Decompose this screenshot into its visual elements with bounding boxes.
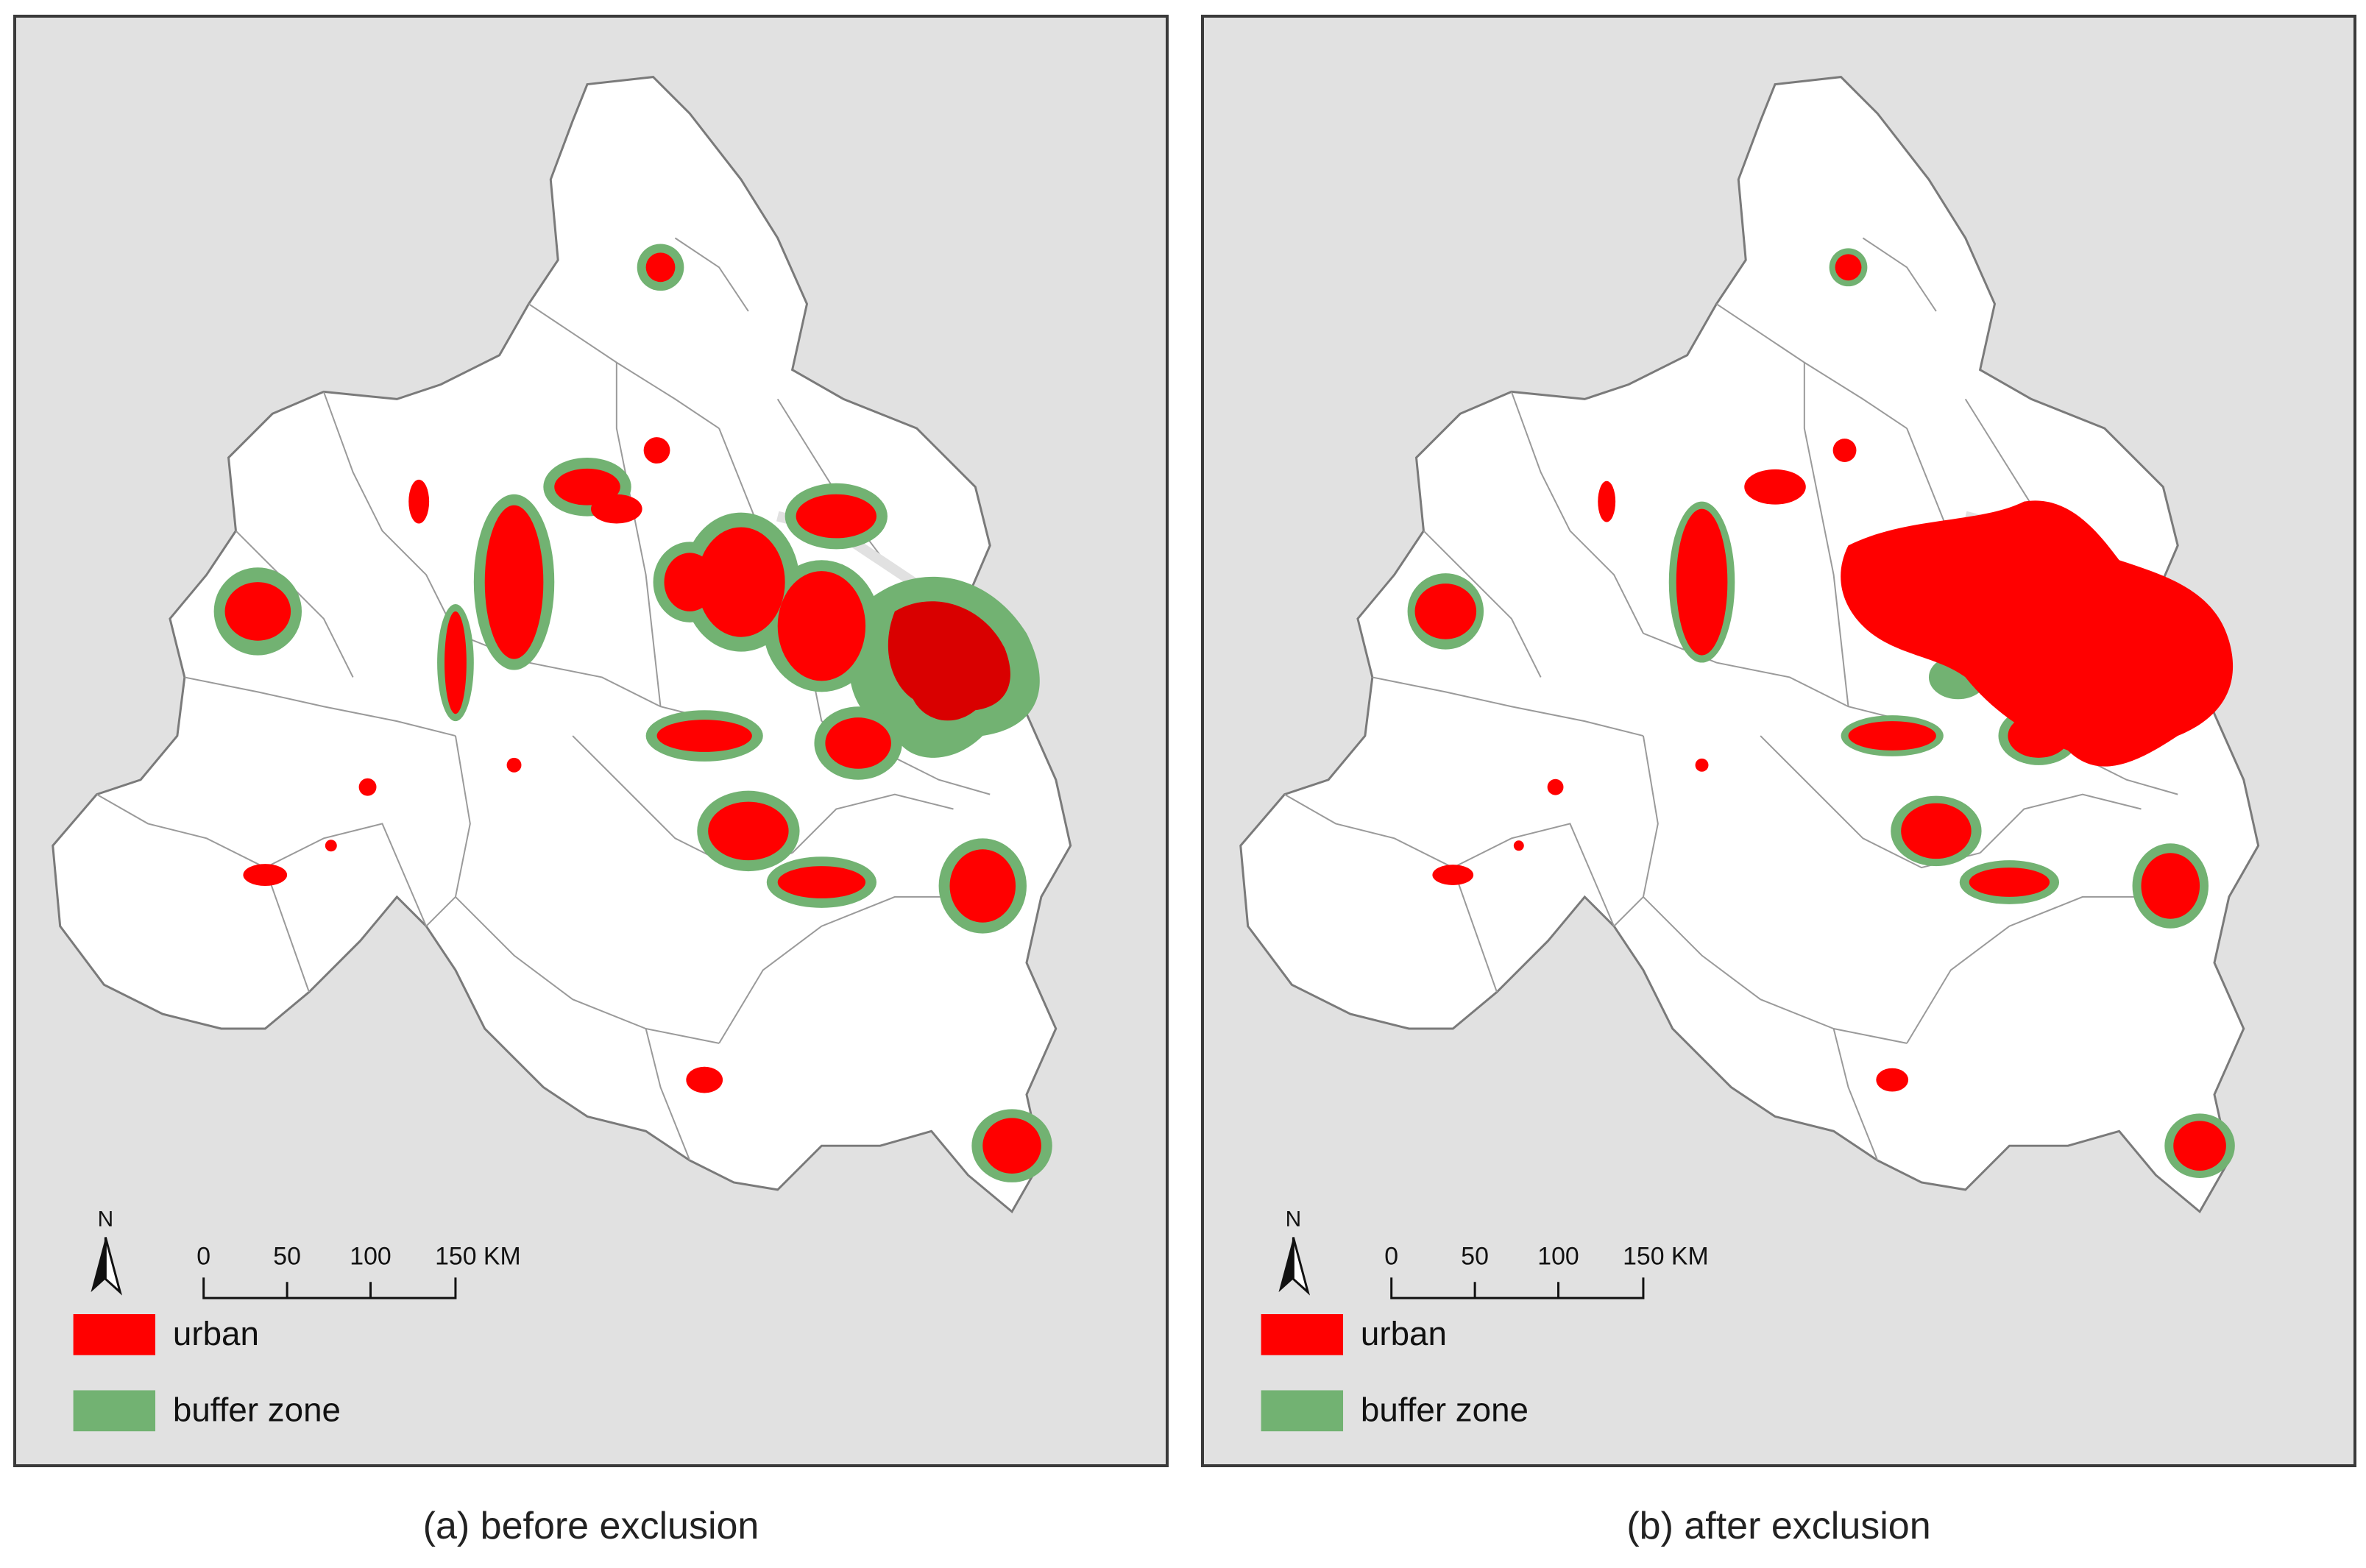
map-after-exclusion: N 0 50 100 150 KM urban buffer zone: [1239, 76, 2260, 1432]
north-arrow: N: [1278, 1207, 1311, 1296]
scale-bar: 0 50 100 150 KM: [1384, 1242, 1709, 1299]
legend-label-urban: urban: [1361, 1315, 1447, 1352]
scale-tick-100: 100: [1537, 1242, 1579, 1270]
urban-core-shanghai: [888, 601, 1010, 721]
region-landmass: [1239, 76, 2260, 1214]
legend-label-buffer: buffer zone: [173, 1391, 341, 1428]
legend-label-urban: urban: [173, 1315, 259, 1352]
legend-swatch-urban: [73, 1314, 156, 1355]
urban-areas: [1414, 254, 2234, 1171]
scale-tick-50: 50: [1461, 1242, 1489, 1270]
caption-after: (b) after exclusion: [1626, 1505, 1931, 1547]
scale-tick-0: 0: [1384, 1242, 1398, 1270]
region-landmass: [52, 76, 1072, 1214]
legend: urban buffer zone: [1261, 1314, 1529, 1432]
caption-before: (a) before exclusion: [422, 1505, 759, 1547]
urban-agglomeration: [1841, 500, 2234, 767]
legend-swatch-buffer: [1261, 1390, 1344, 1432]
urban-areas: [224, 252, 1041, 1174]
scale-tick-150: 150 KM: [1623, 1242, 1709, 1270]
scale-tick-0: 0: [196, 1242, 210, 1270]
scale-bar: 0 50 100 150 KM: [196, 1242, 521, 1299]
legend-swatch-urban: [1261, 1314, 1344, 1355]
north-arrow: N: [91, 1207, 123, 1296]
scale-tick-100: 100: [350, 1242, 391, 1270]
map-panel-before: N 0 50 100 150 KM urban buffer zone: [13, 15, 1169, 1467]
legend-label-buffer: buffer zone: [1361, 1391, 1529, 1428]
map-before-exclusion: N 0 50 100 150 KM urban buffer zone: [52, 76, 1072, 1432]
scale-tick-50: 50: [273, 1242, 301, 1270]
svg-text:N: N: [1286, 1207, 1302, 1232]
map-panel-after: N 0 50 100 150 KM urban buffer zone: [1201, 15, 2356, 1467]
legend-swatch-buffer: [73, 1390, 156, 1432]
legend: urban buffer zone: [73, 1314, 341, 1432]
admin-boundaries: [96, 237, 991, 1161]
scale-tick-150: 150 KM: [435, 1242, 521, 1270]
svg-text:N: N: [98, 1207, 114, 1232]
